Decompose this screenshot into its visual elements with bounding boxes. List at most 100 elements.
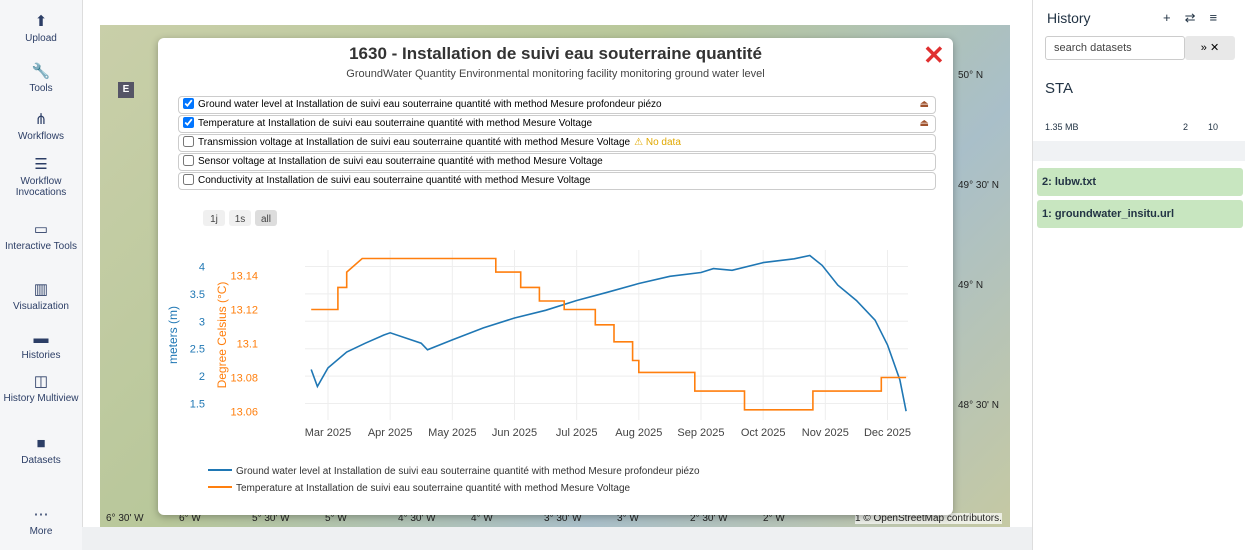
lon-label: 6° 30' W: [106, 513, 144, 524]
y2-tick-label: 13.1: [237, 339, 258, 351]
sidebar: ⬆ Upload 🔧 Tools ⋔ Workflows ☰Workflow Invocat…: [0, 0, 83, 550]
nav-icon: ⋔: [0, 110, 82, 128]
checkbox-label: Transmission voltage at Installation de …: [198, 137, 630, 148]
search-input[interactable]: search datasets: [1045, 36, 1185, 60]
x-tick-label: Dec 2025: [864, 427, 911, 439]
nav-item[interactable]: ▥ Visualization: [0, 280, 82, 312]
history-name: STA: [1045, 80, 1073, 97]
y-tick-label: 1.5: [190, 399, 205, 411]
popup-title: 1630 - Installation de suivi eau souterr…: [158, 44, 953, 64]
checkbox-row: Sensor voltage at Installation de suivi …: [178, 153, 936, 171]
checkbox[interactable]: [183, 174, 194, 185]
nav-label: Workflows: [18, 131, 64, 142]
lat-label: 50° N: [958, 70, 983, 81]
nav-label: Interactive Tools: [5, 241, 77, 252]
nav-item[interactable]: ◫ History Multiview: [0, 372, 82, 404]
checkbox[interactable]: [183, 117, 194, 128]
x-tick-label: Aug 2025: [615, 427, 662, 439]
checkbox-row: Ground water level at Installation de su…: [178, 96, 936, 114]
shown-count: 2: [1183, 122, 1188, 132]
warning-text: No data: [646, 137, 681, 148]
y-tick-label: 2.5: [190, 344, 205, 356]
checkbox-label: Conductivity at Installation de suivi ea…: [198, 175, 590, 186]
nav-icon: ▬: [0, 330, 82, 347]
page: ⬆ Upload 🔧 Tools ⋔ Workflows ☰Workflow Invocat…: [0, 0, 1245, 550]
nav-label: Histories: [22, 350, 61, 361]
range-label: all: [261, 214, 271, 225]
x-tick-label: Apr 2025: [368, 427, 413, 439]
y2-tick-label: 13.14: [230, 271, 258, 283]
x-tick-label: Mar 2025: [305, 427, 351, 439]
popup: 1630 - Installation de suivi eau souterr…: [158, 38, 953, 515]
y-tick-label: 3.5: [190, 289, 205, 301]
data-line: [311, 259, 906, 410]
lat-label: 49° N: [958, 280, 983, 291]
y2-tick-label: 13.12: [230, 305, 258, 317]
x-tick-label: Jun 2025: [492, 427, 537, 439]
legend-label: Ground water level at Installation de su…: [236, 466, 700, 477]
history-panel: History +⇄≡ search datasets » ✕ STA 1.35…: [1032, 0, 1245, 550]
checkbox-row: Transmission voltage at Installation de …: [178, 134, 936, 152]
nav-icon: ⋯: [0, 505, 82, 523]
y-tick-label: 3: [199, 316, 205, 328]
checkbox-label: Ground water level at Installation de su…: [198, 99, 662, 110]
nav-label: Upload: [25, 33, 57, 44]
toolbar: [1033, 141, 1245, 161]
y-axis-title: meters (m): [166, 306, 180, 364]
x-tick-label: Sep 2025: [677, 427, 724, 439]
deleted-count: 10: [1208, 122, 1218, 132]
nav-item[interactable]: ▭ Interactive Tools: [0, 220, 82, 252]
nav-label: History Multiview: [3, 393, 78, 404]
x-tick-label: May 2025: [428, 427, 476, 439]
nav-item[interactable]: ⋔ Workflows: [0, 110, 82, 142]
nav-icon: ☰: [0, 155, 82, 173]
search-buttons[interactable]: » ✕: [1185, 36, 1235, 60]
range-label: 1s: [235, 214, 246, 225]
nav-icon: ⬆: [0, 12, 82, 30]
nav-icon: ▭: [0, 220, 82, 238]
download-icon: ⏏: [920, 97, 929, 113]
dataset-item[interactable]: 2: lubw.txt: [1037, 168, 1243, 196]
y2-tick-label: 13.06: [230, 407, 258, 419]
layer-button[interactable]: E: [118, 82, 134, 98]
x-tick-label: Jul 2025: [556, 427, 598, 439]
checkbox[interactable]: [183, 136, 194, 147]
dataset-item[interactable]: 1: groundwater_insitu.url: [1037, 200, 1243, 228]
history-size: 1.35 MB: [1045, 122, 1079, 132]
nav-item[interactable]: ☰Workflow Invocations: [0, 155, 82, 198]
checkbox-row: Conductivity at Installation de suivi ea…: [178, 172, 936, 190]
nav-item[interactable]: ⋯ More: [0, 505, 82, 537]
y2-axis-title: Degree Celsius (°C): [215, 282, 229, 389]
y-tick-label: 2: [199, 371, 205, 383]
legend-label: Temperature at Installation de suivi eau…: [236, 483, 631, 494]
nav-item[interactable]: 🔧 Tools: [0, 62, 82, 94]
y2-tick-label: 13.08: [230, 373, 258, 385]
popup-subtitle: GroundWater Quantity Environmental monit…: [158, 68, 953, 80]
nav-label: Tools: [29, 83, 52, 94]
nav-icon: ◫: [0, 372, 82, 390]
nav-icon: ■: [0, 435, 82, 452]
x-tick-label: Oct 2025: [741, 427, 786, 439]
nav-item[interactable]: ▬ Histories: [0, 330, 82, 361]
checkbox[interactable]: [183, 155, 194, 166]
lat-label: 48° 30' N: [958, 400, 999, 411]
checkbox-label: Sensor voltage at Installation de suivi …: [198, 156, 603, 167]
data-line: [311, 256, 906, 412]
nav-label: Datasets: [21, 455, 60, 466]
nav-item[interactable]: ⬆ Upload: [0, 12, 82, 44]
close-button[interactable]: ✕: [923, 40, 945, 71]
status-bar: [82, 527, 1032, 550]
checkbox[interactable]: [183, 98, 194, 109]
checkbox-label: Temperature at Installation de suivi eau…: [198, 118, 592, 129]
warning: ⚠ No data: [634, 137, 681, 148]
nav-label: Visualization: [13, 301, 69, 312]
range-label: 1j: [210, 214, 218, 225]
nav-icon: ▥: [0, 280, 82, 298]
y-tick-label: 4: [199, 261, 205, 273]
nav-icon: 🔧: [0, 62, 82, 80]
nav-item[interactable]: ■ Datasets: [0, 435, 82, 466]
history-title: History: [1047, 10, 1091, 26]
download-icon: ⏏: [920, 116, 929, 132]
nav-label: More: [30, 526, 53, 537]
history-actions[interactable]: +⇄≡: [1163, 10, 1231, 26]
